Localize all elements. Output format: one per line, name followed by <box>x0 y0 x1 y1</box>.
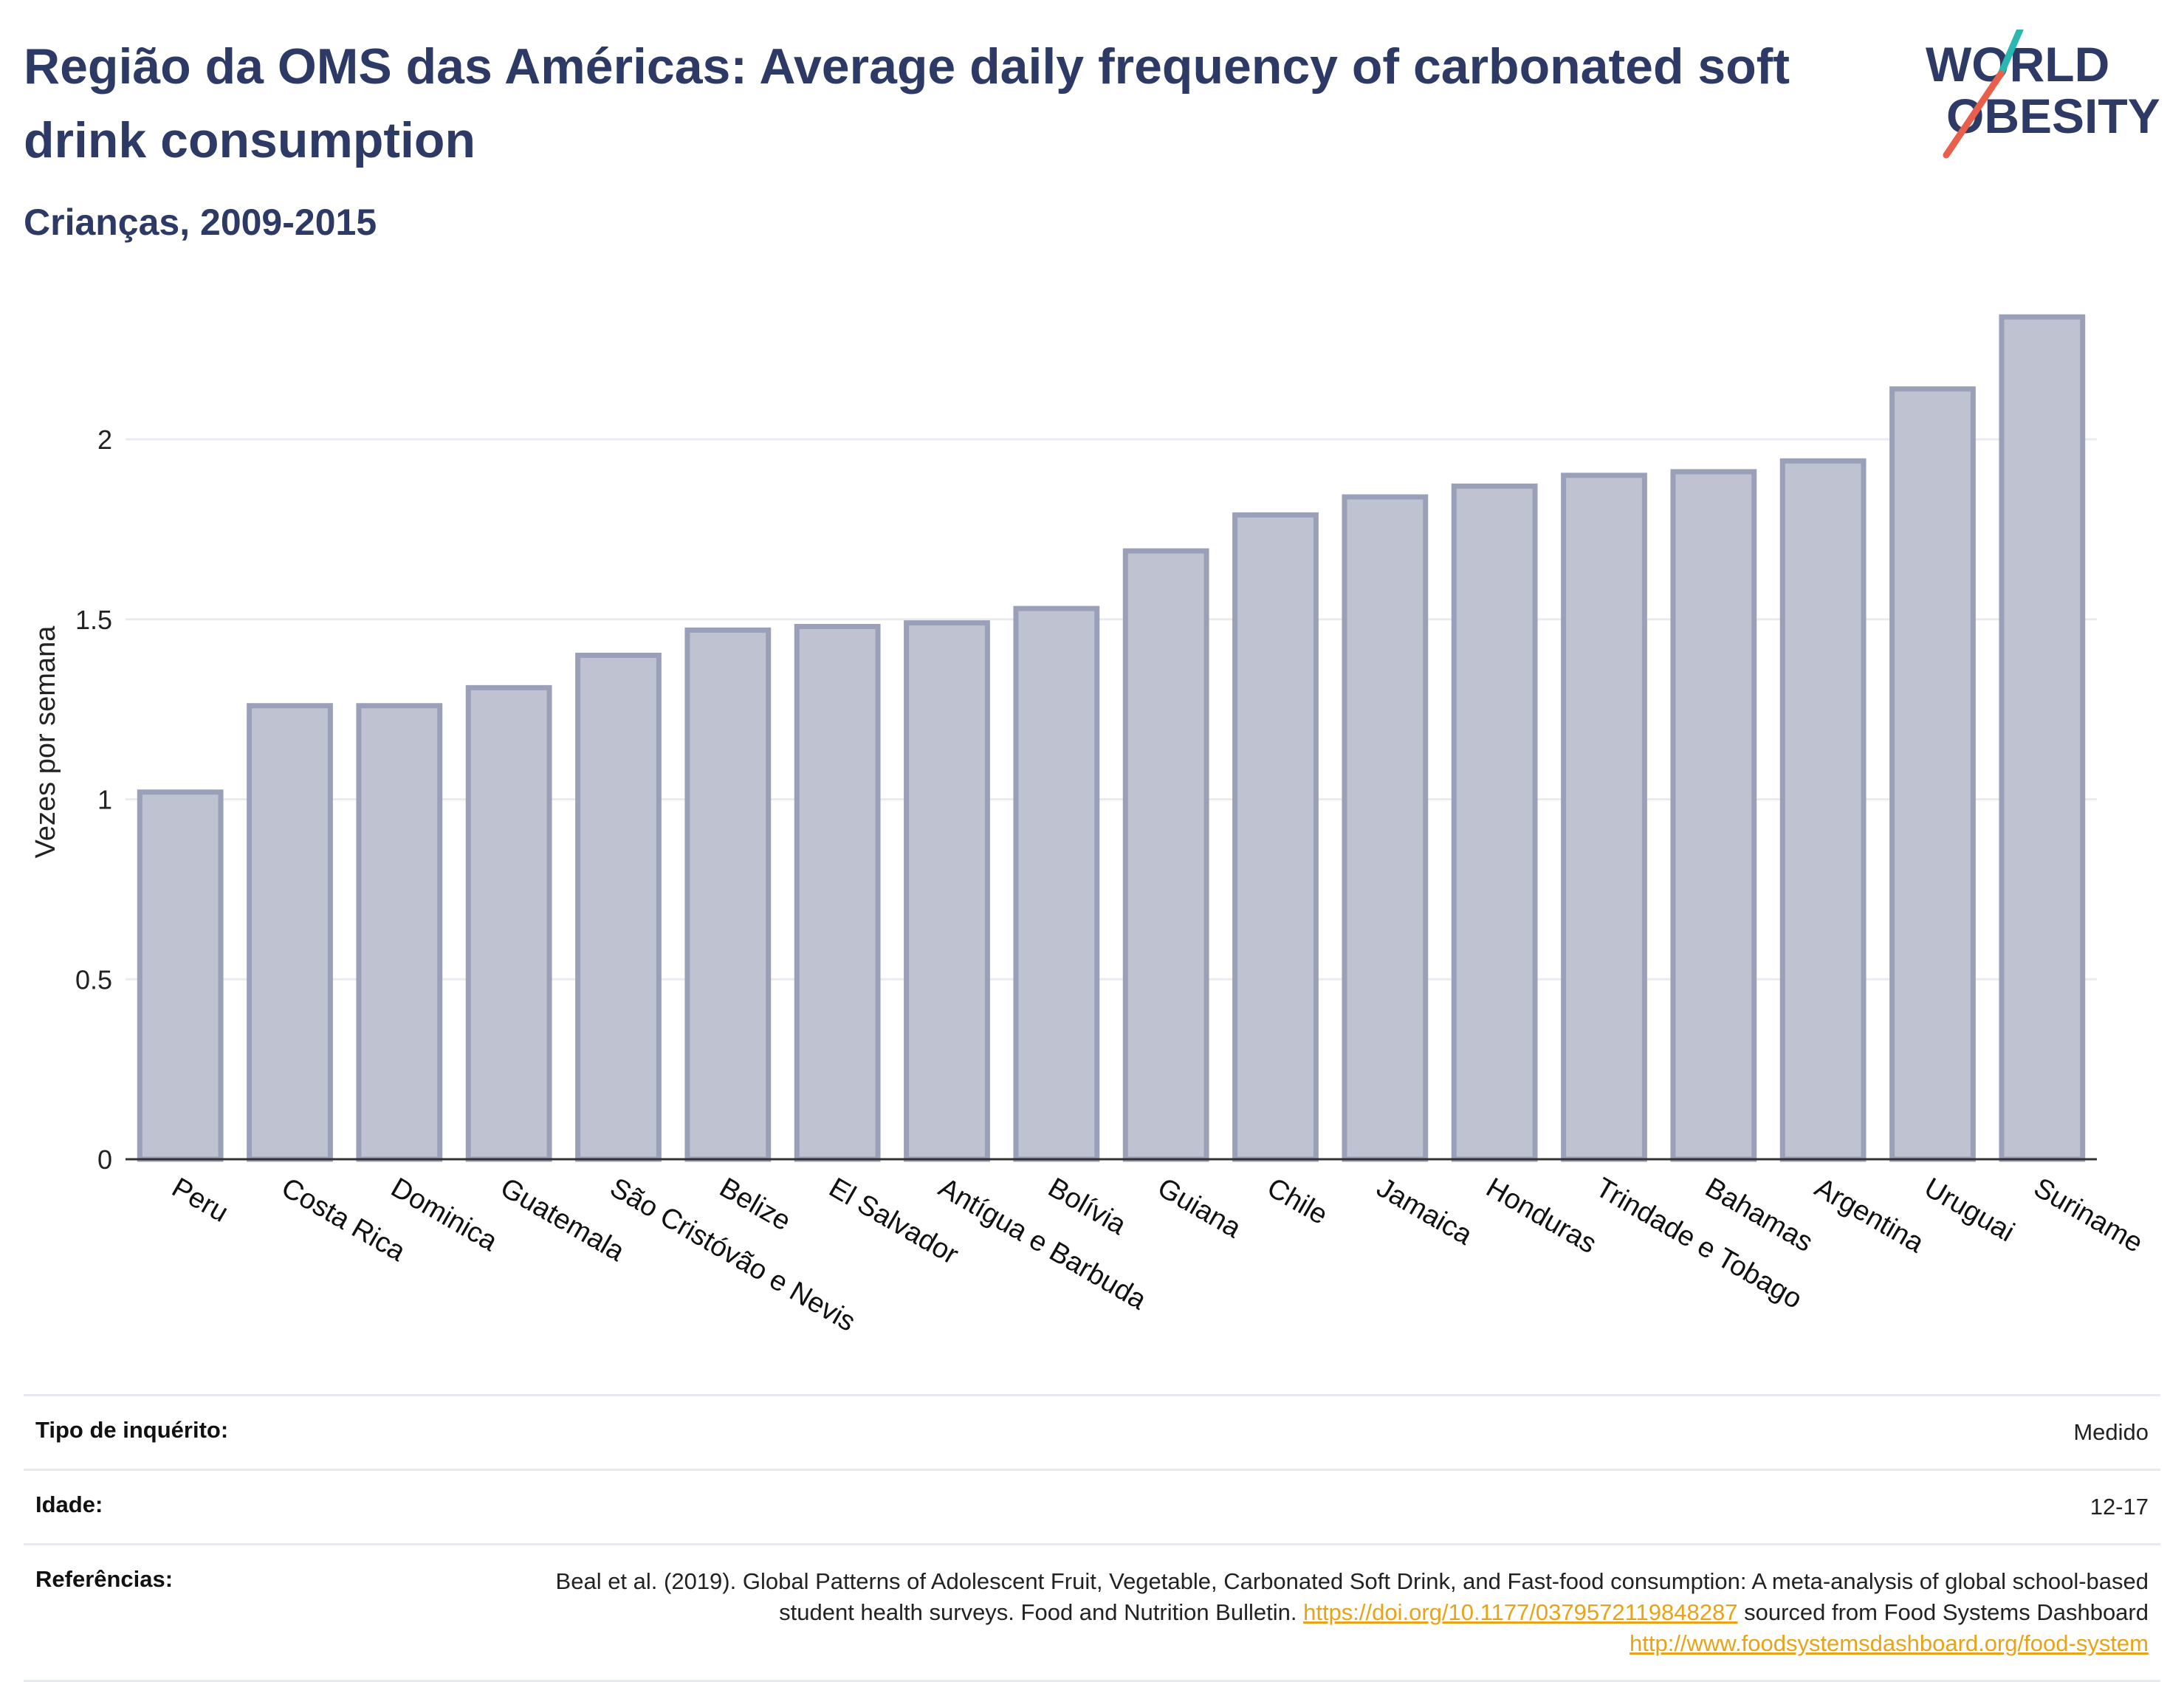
reference-source-text: sourced from Food Systems Dashboard <box>1737 1599 2149 1625</box>
bar <box>794 624 881 1162</box>
bar <box>1779 458 1867 1162</box>
bar <box>1232 512 1319 1162</box>
gridlines <box>126 438 2097 981</box>
world-obesity-logo: WORLD OBESITY <box>1926 30 2160 159</box>
x-tick-label: Costa Rica <box>276 1172 411 1268</box>
bar <box>1561 473 1647 1162</box>
y-tick-label: 0 <box>97 1144 112 1175</box>
bar <box>465 684 552 1162</box>
x-tick-label: Antígua e Barbuda <box>933 1172 1152 1316</box>
bar <box>356 703 443 1162</box>
chart-subtitle: Crianças, 2009-2015 <box>24 202 377 243</box>
bar <box>137 789 224 1162</box>
survey-type-row: Tipo de inquérito: Medido <box>24 1395 2160 1470</box>
bar <box>1999 314 2086 1162</box>
bar <box>684 627 772 1162</box>
references-value: Beal et al. (2019). Global Patterns of A… <box>475 1545 2160 1681</box>
age-label: Idade: <box>35 1492 103 1517</box>
bar-chart: 00.511.52 Peru Costa RicaDominicaGuatemal… <box>30 314 2149 1338</box>
bar <box>904 620 990 1162</box>
bar <box>247 703 333 1162</box>
bar <box>1122 548 1209 1162</box>
x-tick-label: Jamaica <box>1371 1172 1477 1252</box>
y-tick-label: 0.5 <box>75 964 112 995</box>
bar <box>575 653 662 1162</box>
x-tick-label: Honduras <box>1481 1172 1602 1260</box>
logo-text-obesity: OBESITY <box>1946 89 2160 143</box>
y-tick-label: 1.5 <box>75 605 112 635</box>
doi-link[interactable]: https://doi.org/10.1177/0379572119848287 <box>1303 1599 1738 1625</box>
food-systems-dashboard-link[interactable]: http://www.foodsystemsdashboard.org/food… <box>1630 1630 2149 1656</box>
bar <box>1013 605 1100 1162</box>
x-tick-label: Guiana <box>1153 1172 1247 1244</box>
x-tick-label: Chile <box>1262 1172 1333 1231</box>
logo-slash-red <box>1943 70 2005 159</box>
age-value: 12-17 <box>2089 1494 2149 1520</box>
x-tick-label: Argentina <box>1810 1172 1930 1259</box>
x-tick-label: Peru <box>167 1172 234 1229</box>
bar <box>1451 483 1538 1162</box>
x-tick-label: Trindade e Tobago <box>1590 1172 1807 1315</box>
bar <box>1342 494 1429 1162</box>
chart-title: Região da OMS das Américas: Average dail… <box>24 38 1790 168</box>
x-tick-label: Suriname <box>2028 1172 2148 1259</box>
y-tick-labels: 0 0.5 1 1.5 2 <box>75 425 112 1175</box>
bar <box>1889 386 1976 1162</box>
x-tick-label: Bolívia <box>1043 1172 1132 1241</box>
bars <box>137 314 2086 1162</box>
survey-type-value: Medido <box>2073 1419 2149 1445</box>
y-tick-label: 1 <box>97 785 112 815</box>
references-label: Referências: <box>35 1566 174 1592</box>
metadata-table: Tipo de inquérito: Medido Idade: 12-17 R… <box>24 1394 2160 1682</box>
logo-text-world: WORLD <box>1926 37 2109 92</box>
x-tick-label: Belize <box>714 1172 796 1237</box>
y-axis-title: Vezes por semana <box>30 625 61 859</box>
logo-slash-teal <box>1997 30 2024 78</box>
x-tick-label: Uruguai <box>1919 1172 2019 1248</box>
references-row: Referências: Beal et al. (2019). Global … <box>24 1544 2160 1681</box>
age-row: Idade: 12-17 <box>24 1469 2160 1545</box>
x-tick-label: Guatemala <box>495 1172 631 1268</box>
survey-type-label: Tipo de inquérito: <box>35 1417 229 1443</box>
reference-text: Beal et al. (2019). Global Patterns of A… <box>555 1568 2149 1625</box>
bar <box>1670 469 1757 1162</box>
y-tick-label: 2 <box>97 425 112 455</box>
